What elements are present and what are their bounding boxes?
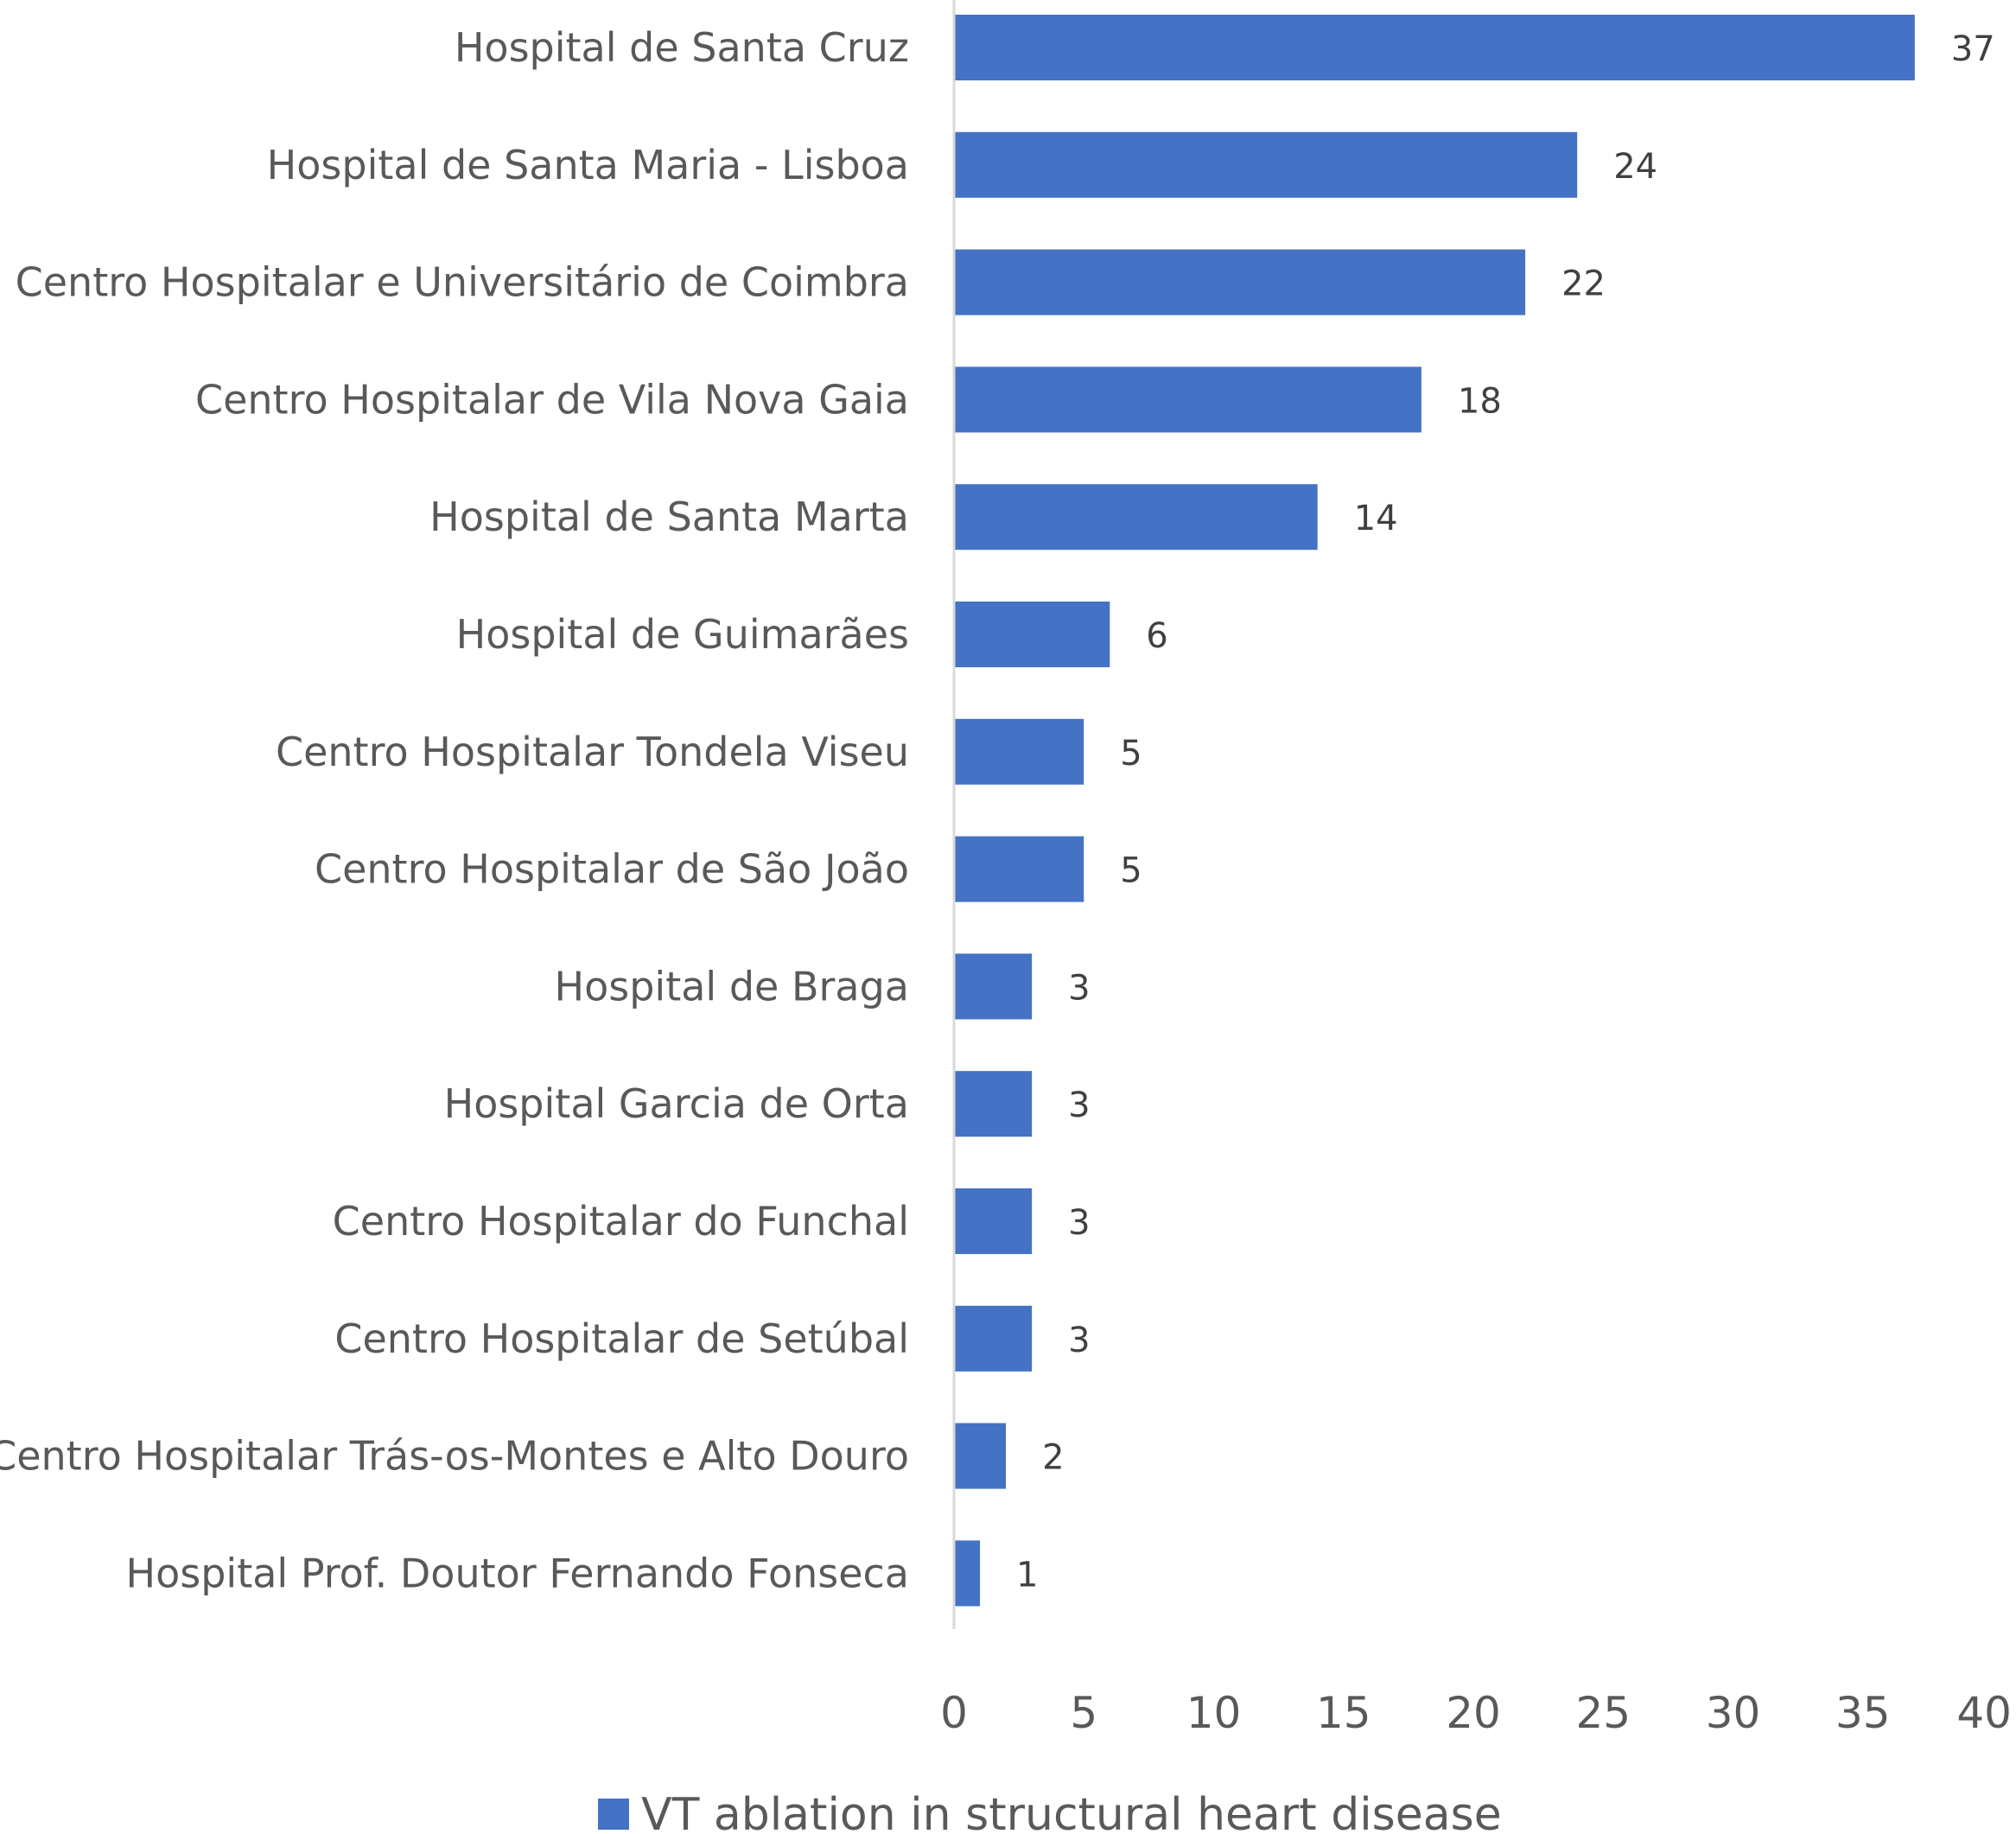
bar: [954, 1188, 1033, 1254]
data-label: 37: [1951, 29, 1995, 69]
category-label: Hospital Garcia de Orta: [444, 1080, 909, 1127]
category-label: Hospital de Braga: [555, 963, 909, 1009]
tick-label: 5: [1070, 1688, 1097, 1738]
tick-label: 0: [940, 1688, 968, 1738]
category-label: Hospital de Santa Marta: [429, 494, 909, 540]
bar: [954, 1423, 1007, 1489]
data-label: 2: [1042, 1438, 1064, 1478]
data-label: 14: [1354, 499, 1398, 538]
category-label: Centro Hospitalar Tondela Viseu: [276, 729, 909, 775]
data-label: 22: [1561, 264, 1606, 304]
bar: [954, 1071, 1033, 1137]
category-label: Hospital de Guimarães: [456, 611, 909, 658]
bar: [954, 484, 1318, 551]
data-labels: 37 24 22 18 14 6 5 5 3 3 3 3 2 1: [1016, 29, 1995, 1595]
bar: [954, 718, 1084, 785]
data-label: 3: [1068, 968, 1090, 1008]
legend-label: VT ablation in structural heart disease: [641, 1789, 1502, 1834]
category-label: Centro Hospitalar de Vila Nova Gaia: [195, 376, 909, 423]
data-label: 3: [1068, 1321, 1090, 1360]
bar: [954, 953, 1033, 1020]
category-label: Centro Hospitalar de Setúbal: [334, 1315, 909, 1362]
data-label: 1: [1016, 1555, 1038, 1595]
tick-label: 10: [1186, 1688, 1242, 1738]
legend: VT ablation in structural heart disease: [598, 1789, 1502, 1834]
data-label: 18: [1458, 381, 1502, 421]
bar: [954, 1540, 981, 1607]
bar: [954, 15, 1915, 80]
bar: [954, 602, 1110, 667]
data-label: 24: [1613, 147, 1657, 187]
bar: [954, 836, 1084, 902]
category-label: Hospital de Santa Cruz: [455, 24, 909, 71]
tick-label: 25: [1575, 1688, 1631, 1738]
bar: [954, 249, 1526, 315]
category-label: Centro Hospitalar de São João: [315, 846, 909, 893]
legend-swatch: [598, 1799, 629, 1830]
category-label: Hospital de Santa Maria - Lisboa: [267, 142, 909, 188]
data-label: 5: [1120, 734, 1142, 774]
bar: [954, 131, 1578, 198]
category-labels: Hospital de Santa Cruz Hospital de Santa …: [0, 24, 909, 1596]
data-label: 3: [1068, 1086, 1090, 1125]
tick-label: 30: [1706, 1688, 1761, 1738]
tick-label: 40: [1956, 1688, 2012, 1738]
data-label: 6: [1146, 616, 1167, 656]
category-label: Centro Hospitalar do Funchal: [333, 1198, 909, 1245]
category-label: Hospital Prof. Doutor Fernando Fonseca: [126, 1550, 909, 1596]
data-label: 3: [1068, 1203, 1090, 1243]
tick-label: 20: [1446, 1688, 1501, 1738]
bar: [954, 366, 1421, 433]
bar: [954, 1305, 1033, 1372]
value-axis-ticks: 0 5 10 15 20 25 30 35 40: [940, 1688, 2012, 1738]
tick-label: 15: [1316, 1688, 1371, 1738]
bars-group: [954, 15, 1915, 1607]
category-label: Centro Hospitalar Trás-os-Montes e Alto …: [0, 1433, 909, 1480]
tick-label: 35: [1835, 1688, 1891, 1738]
category-label: Centro Hospitalar e Universitário de Coi…: [16, 259, 909, 306]
data-label: 5: [1120, 851, 1142, 891]
